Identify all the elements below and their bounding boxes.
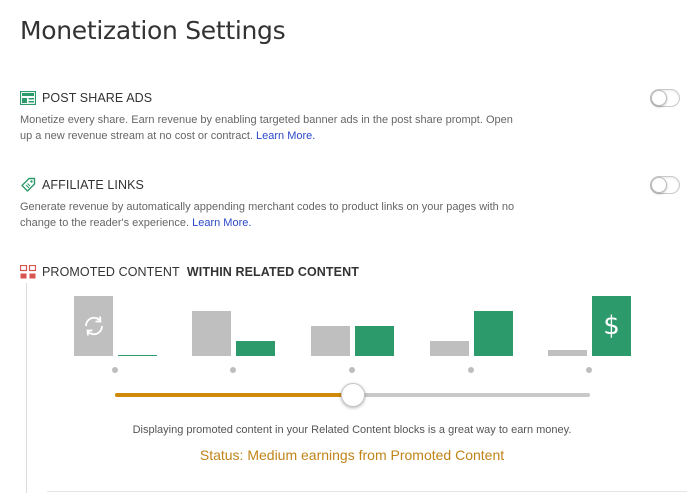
promoted-content-section: PROMOTED CONTENT WITHIN RELATED CONTENT	[20, 263, 680, 281]
post-share-ads-learn-more-link[interactable]: Learn More.	[256, 130, 316, 142]
level-1-green-bar	[118, 355, 157, 356]
level-4-green-bar	[474, 311, 513, 356]
promoted-content-description: Displaying promoted content in your Rela…	[132, 424, 572, 436]
level-3-step-dot[interactable]	[349, 367, 355, 373]
banner-ads-icon	[20, 90, 36, 106]
level-2-green-bar	[236, 341, 275, 356]
affiliate-links-description: Generate revenue by automatically append…	[20, 201, 515, 229]
affiliate-links-learn-more-link[interactable]: Learn More.	[192, 217, 252, 229]
section-divider-line	[26, 283, 27, 493]
level-4-gray-bar	[430, 341, 469, 356]
affiliate-links-section: AFFILIATE LINKS Generate revenue by auto…	[20, 176, 680, 231]
post-share-ads-title: POST SHARE ADS	[42, 91, 153, 105]
toggle-knob	[651, 177, 667, 193]
toggle-knob	[651, 90, 667, 106]
level-2-step-dot[interactable]	[230, 367, 236, 373]
earnings-slider-fill	[115, 393, 353, 397]
level-5-step-dot[interactable]	[586, 367, 592, 373]
tag-icon	[20, 177, 36, 193]
dollar-icon: $	[603, 311, 620, 341]
recycle-icon	[74, 296, 113, 356]
level-3-green-bar	[355, 326, 394, 356]
level-1-step-dot[interactable]	[112, 367, 118, 373]
bottom-divider	[47, 491, 687, 492]
page-title: Monetization Settings	[20, 16, 286, 45]
level-5-green-bar	[592, 296, 631, 356]
post-share-ads-section: POST SHARE ADS Monetize every share. Ear…	[20, 89, 680, 144]
post-share-ads-toggle[interactable]	[650, 89, 680, 107]
promoted-content-status: Status: Medium earnings from Promoted Co…	[199, 447, 505, 463]
affiliate-links-title: AFFILIATE LINKS	[42, 178, 144, 192]
grid-icon	[20, 264, 36, 280]
promoted-content-title: PROMOTED CONTENT WITHIN RELATED CONTENT	[42, 265, 359, 279]
level-4-step-dot[interactable]	[468, 367, 474, 373]
post-share-ads-description: Monetize every share. Earn revenue by en…	[20, 114, 513, 142]
level-2-gray-bar	[192, 311, 231, 356]
level-5-gray-bar	[548, 350, 587, 356]
affiliate-links-toggle[interactable]	[650, 176, 680, 194]
level-3-gray-bar	[311, 326, 350, 356]
earnings-slider-thumb[interactable]	[340, 383, 365, 407]
level-1-gray-bar	[74, 296, 113, 356]
